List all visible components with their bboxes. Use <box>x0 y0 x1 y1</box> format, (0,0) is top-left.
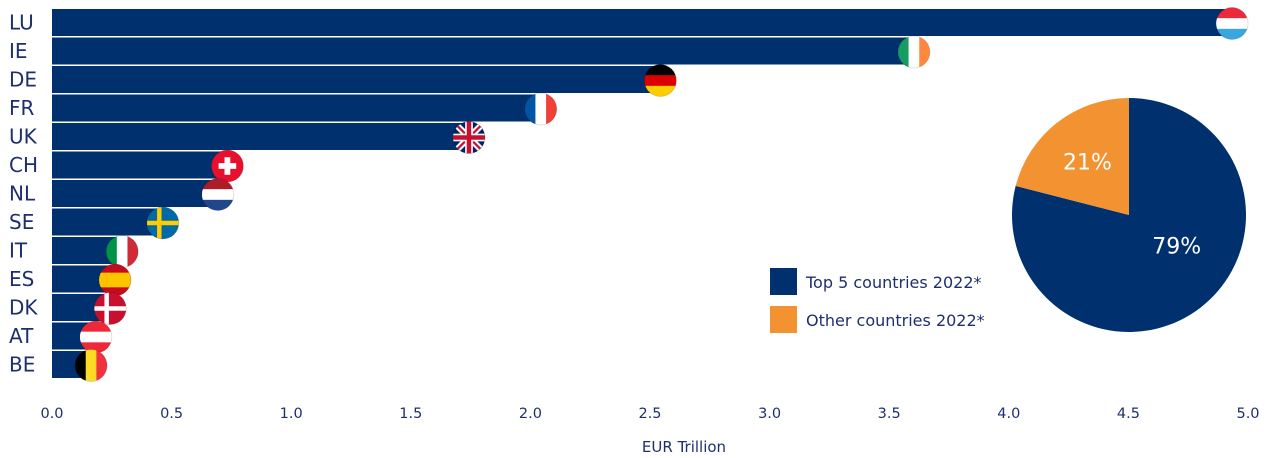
pie-chart: 79% 21% <box>1012 98 1247 332</box>
category-label-se: SE <box>9 210 34 234</box>
x-tick-label: 2.5 <box>638 406 661 422</box>
flag-at-icon <box>79 320 113 354</box>
bar-series <box>52 9 1237 378</box>
x-tick-label: 1.0 <box>280 406 303 422</box>
category-label-fr: FR <box>9 96 35 120</box>
flag-markers <box>74 7 1249 382</box>
bar-nl <box>52 180 222 207</box>
category-label-be: BE <box>9 353 35 377</box>
x-tick-label: 5.0 <box>1236 406 1259 422</box>
category-label-lu: LU <box>9 11 34 35</box>
bar-uk <box>52 123 473 150</box>
legend-swatch <box>770 268 797 295</box>
flag-de-icon <box>643 64 677 97</box>
category-label-es: ES <box>9 267 34 291</box>
category-labels: LU IE DE FR UK CH NL SE IT ES DK AT BE <box>9 11 38 377</box>
flag-ch-icon <box>210 149 244 183</box>
x-tick-label: 0.5 <box>160 406 183 422</box>
pie-legend: Top 5 countries 2022* Other countries 202… <box>770 268 985 333</box>
bar-ch <box>52 151 232 179</box>
category-label-dk: DK <box>9 296 38 320</box>
x-tick-label: 3.0 <box>758 406 781 422</box>
pie-slice-label: 21% <box>1063 150 1112 175</box>
flag-ie-icon <box>897 35 931 69</box>
flag-se-icon <box>146 206 180 240</box>
x-tick-label: 4.5 <box>1117 406 1140 422</box>
flag-lu-icon <box>1215 7 1249 40</box>
bar-ie <box>52 37 918 65</box>
flag-uk-icon <box>452 121 486 154</box>
bar-lu <box>52 9 1237 36</box>
x-tick-label: 4.0 <box>997 406 1020 422</box>
legend-label: Other countries 2022* <box>806 311 985 330</box>
legend-label: Top 5 countries 2022* <box>805 273 982 292</box>
category-label-ie: IE <box>9 39 28 63</box>
legend-swatch <box>770 306 797 333</box>
x-tick-label: 2.0 <box>519 406 542 422</box>
category-label-uk: UK <box>9 125 38 149</box>
category-label-at: AT <box>9 324 34 348</box>
flag-be-icon <box>74 349 108 382</box>
x-tick-label: 0.0 <box>40 406 63 422</box>
x-tick-label: 3.5 <box>878 406 901 422</box>
category-label-de: DE <box>9 68 37 92</box>
bar-fr <box>52 94 545 122</box>
flag-fr-icon <box>524 92 558 126</box>
category-label-nl: NL <box>9 182 36 206</box>
flag-it-icon <box>105 235 139 268</box>
pie-slice-other <box>1015 98 1129 215</box>
category-label-it: IT <box>9 239 28 263</box>
x-tick-labels: 0.0 0.5 1.0 1.5 2.0 2.5 3.0 3.5 4.0 4.5 5.0 <box>40 406 1259 422</box>
flag-nl-icon <box>201 178 235 211</box>
flag-dk-icon <box>93 292 127 325</box>
flag-es-icon <box>98 263 132 297</box>
category-label-ch: CH <box>9 153 38 177</box>
bar-de <box>52 66 665 93</box>
x-axis-title: EUR Trillion <box>642 438 726 456</box>
x-tick-label: 1.5 <box>399 406 422 422</box>
pie-slice-label: 79% <box>1152 235 1201 260</box>
